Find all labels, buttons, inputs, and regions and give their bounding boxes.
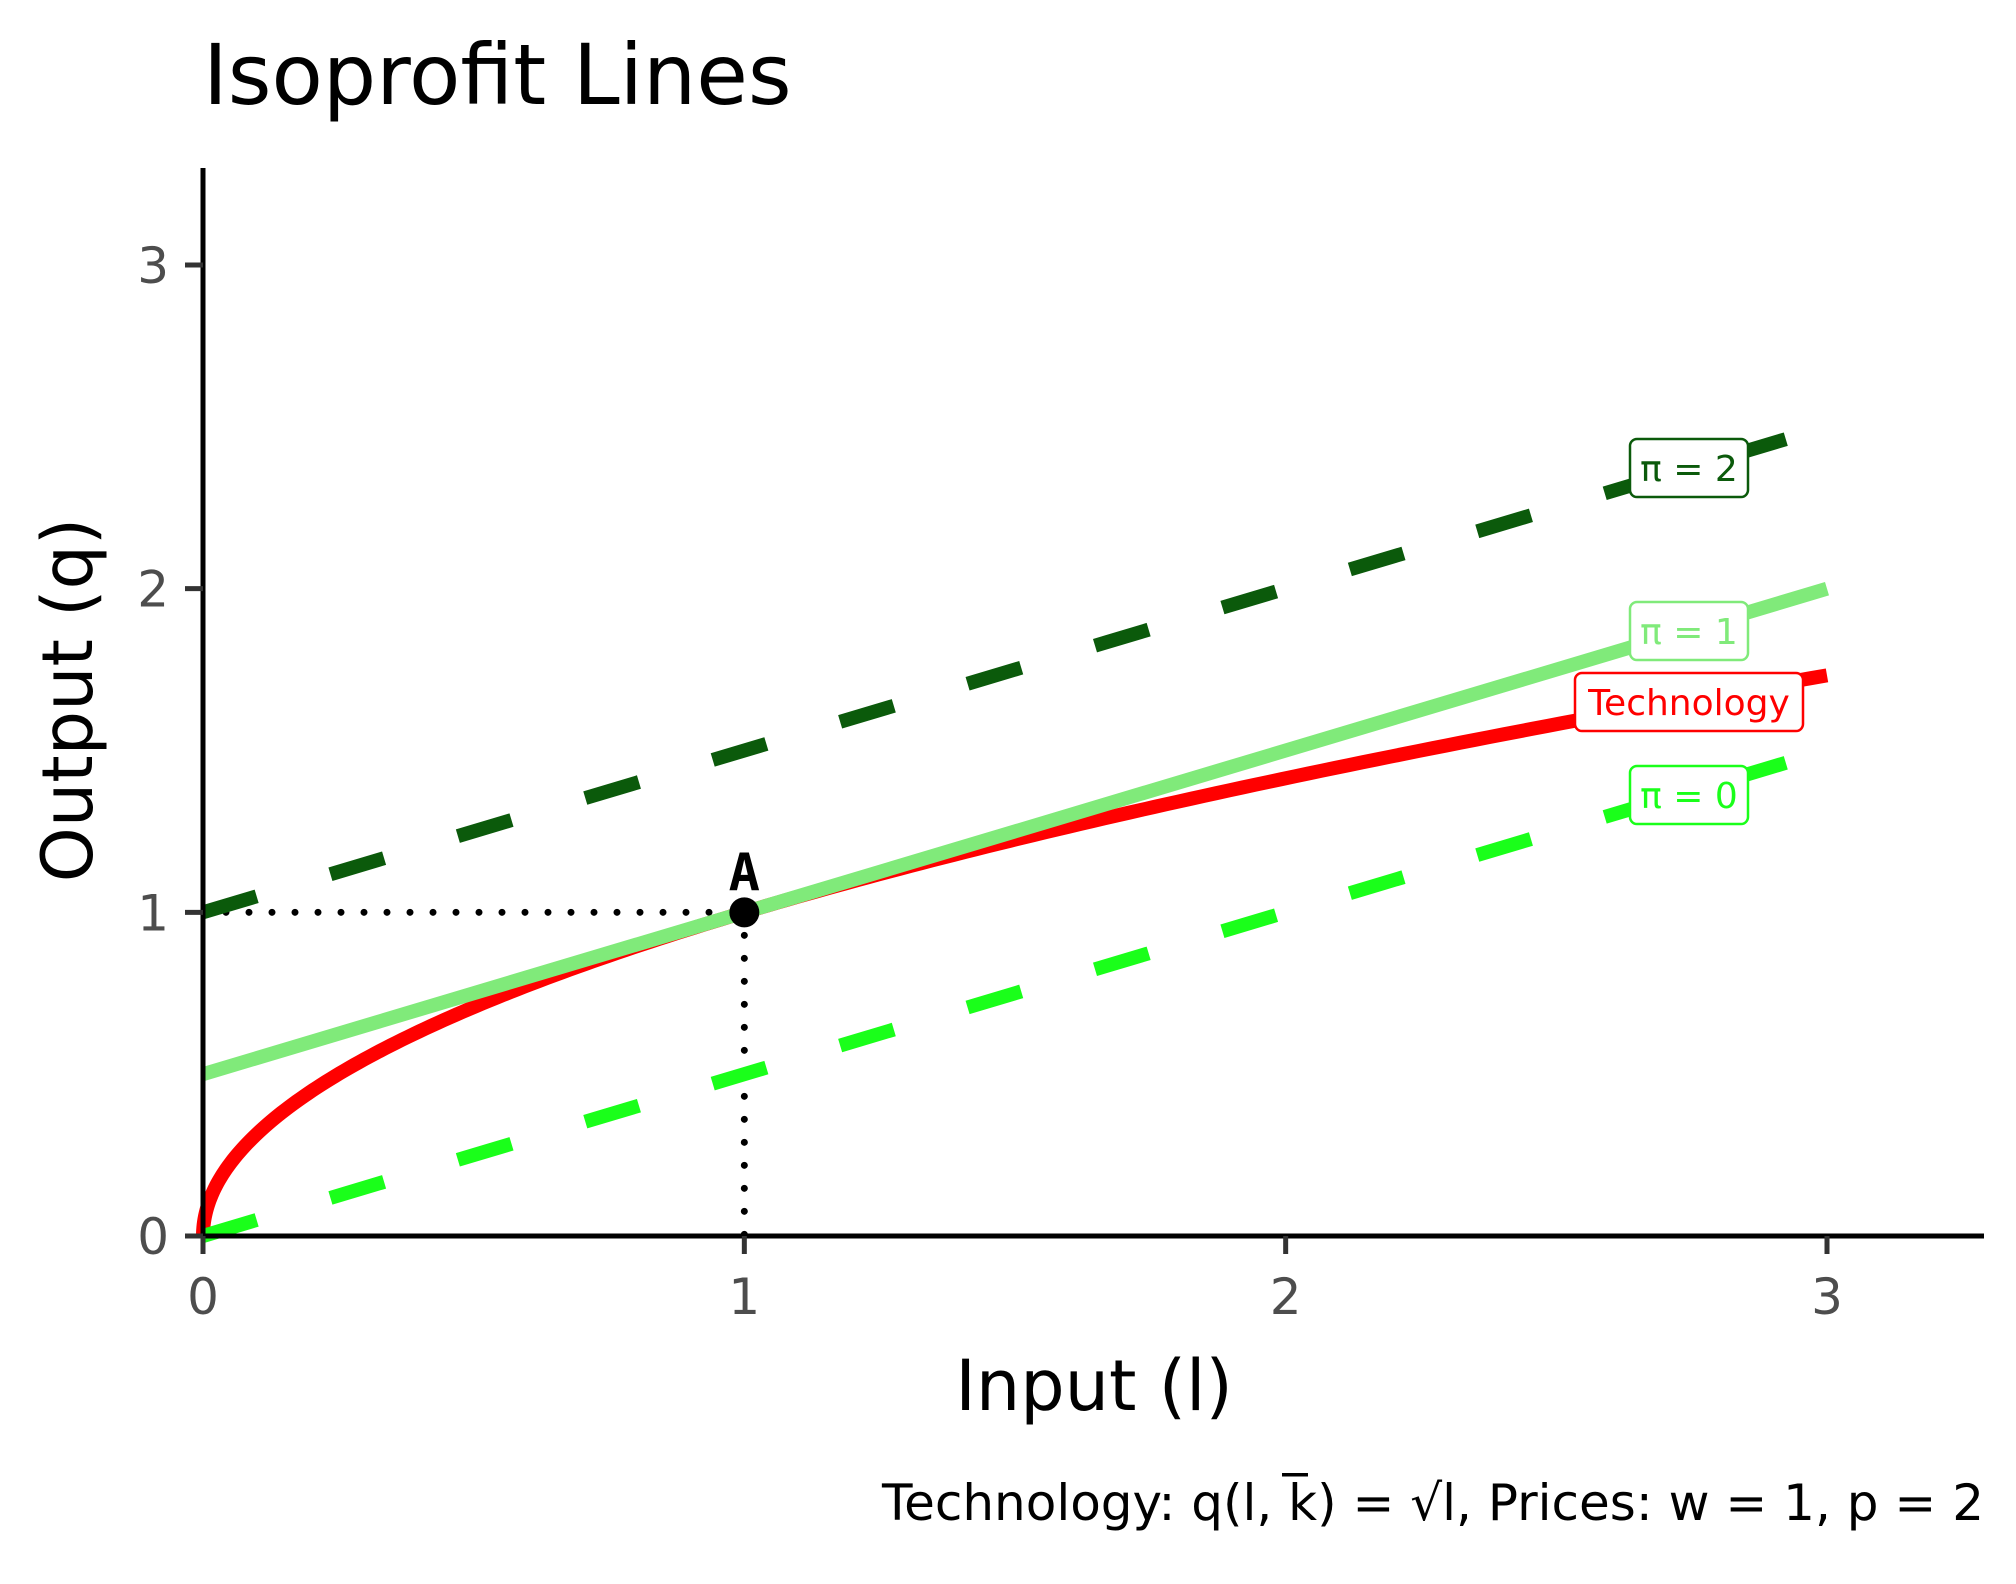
series-label-box-2 [1628,600,1750,662]
x-tick-label: 1 [728,1268,760,1326]
series-line-0 [196,668,1829,1237]
y-tick-label: 0 [137,1208,169,1266]
series-label-0: Technology [1587,683,1790,724]
point-a-marker [729,897,760,928]
y-tick-label: 2 [137,561,169,619]
x-tick-label: 2 [1270,1268,1302,1326]
chart-title: Isoprofit Lines [203,26,792,124]
series-label-2: π = 1 [1640,612,1738,653]
series-line-1 [200,743,1830,1243]
series-line-2 [200,581,1830,1081]
series-label-3: π = 2 [1640,449,1738,490]
series-line-3 [200,420,1830,920]
x-tick-label: 3 [1811,1268,1843,1326]
series-label-1: π = 0 [1640,776,1738,817]
x-axis-title: Input (l) [955,1345,1233,1427]
series-label-box-1 [1628,764,1750,826]
x-tick-label: 0 [187,1268,219,1326]
caption: Technology: q(l, k̅) = √l, Prices: w = 1… [881,1473,1984,1532]
y-tick-label: 1 [137,884,169,942]
plot-area: A Technology π = 0 π = 1 π = 2 0 1 2 3 0 1 2 3 [137,168,1984,1326]
y-axis-title: Output (q) [27,518,109,882]
series-label-box-3 [1628,437,1750,499]
series-label-box-0 [1573,671,1805,733]
y-tick-label: 3 [137,237,169,295]
point-a-label: A [729,843,760,903]
